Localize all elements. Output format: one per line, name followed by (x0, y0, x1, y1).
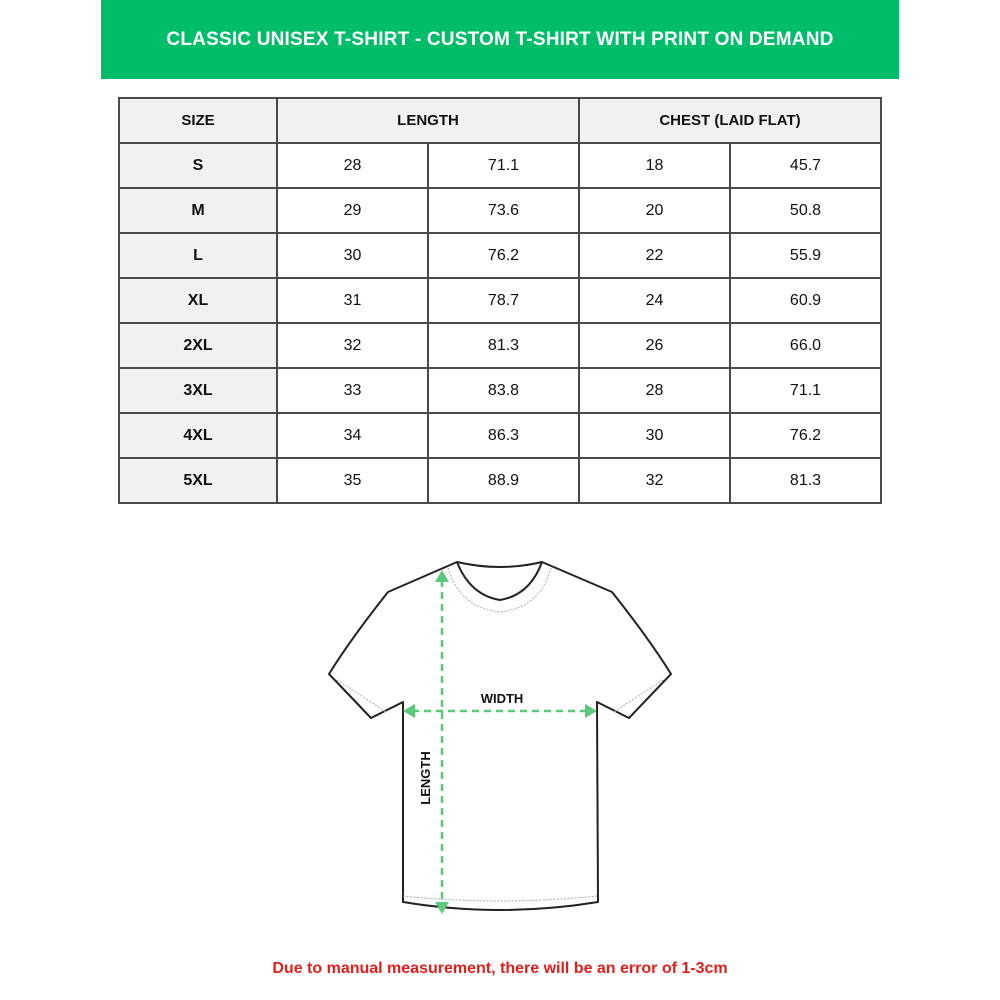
table-row: 4XL 34 86.3 30 76.2 (118, 412, 882, 459)
length-cm-cell: 76.2 (427, 232, 580, 279)
length-in-cell: 29 (276, 187, 429, 234)
table-row: 2XL 32 81.3 26 66.0 (118, 322, 882, 369)
length-in-cell: 32 (276, 322, 429, 369)
chest-in-cell: 32 (578, 457, 731, 504)
size-chart-table: SIZE LENGTH CHEST (LAID FLAT) S 28 71.1 18 4… (118, 97, 882, 504)
table-row: L 30 76.2 22 55.9 (118, 232, 882, 279)
length-in-cell: 35 (276, 457, 429, 504)
chest-cm-cell: 81.3 (729, 457, 882, 504)
chest-in-cell: 22 (578, 232, 731, 279)
length-cm-cell: 71.1 (427, 142, 580, 189)
page-title: CLASSIC UNISEX T-SHIRT - CUSTOM T-SHIRT … (166, 28, 834, 50)
arrow-left-icon (403, 704, 415, 718)
header-size: SIZE (118, 97, 278, 144)
chest-in-cell: 28 (578, 367, 731, 414)
length-cm-cell: 88.9 (427, 457, 580, 504)
length-in-cell: 30 (276, 232, 429, 279)
chest-in-cell: 18 (578, 142, 731, 189)
length-cm-cell: 81.3 (427, 322, 580, 369)
chest-cm-cell: 60.9 (729, 277, 882, 324)
length-cm-cell: 83.8 (427, 367, 580, 414)
arrow-up-icon (435, 570, 449, 582)
length-label: LENGTH (418, 751, 433, 804)
length-cm-cell: 73.6 (427, 187, 580, 234)
measure-arrows (412, 580, 590, 905)
size-cell: XL (118, 277, 278, 324)
table-row: XL 31 78.7 24 60.9 (118, 277, 882, 324)
size-cell: 4XL (118, 412, 278, 459)
table-row: S 28 71.1 18 45.7 (118, 142, 882, 189)
header-length: LENGTH (276, 97, 580, 144)
chest-cm-cell: 71.1 (729, 367, 882, 414)
header-chest: CHEST (LAID FLAT) (578, 97, 882, 144)
chest-cm-cell: 45.7 (729, 142, 882, 189)
chest-cm-cell: 66.0 (729, 322, 882, 369)
size-cell: L (118, 232, 278, 279)
length-in-cell: 33 (276, 367, 429, 414)
chest-cm-cell: 50.8 (729, 187, 882, 234)
tshirt-outline (328, 561, 672, 911)
size-cell: M (118, 187, 278, 234)
length-cm-cell: 78.7 (427, 277, 580, 324)
measurement-note: Due to manual measurement, there will be… (272, 960, 728, 977)
chest-in-cell: 30 (578, 412, 731, 459)
table-row: M 29 73.6 20 50.8 (118, 187, 882, 234)
arrow-right-icon (585, 704, 597, 718)
tshirt-diagram: WIDTH LENGTH (328, 561, 672, 914)
length-in-cell: 31 (276, 277, 429, 324)
length-in-cell: 28 (276, 142, 429, 189)
length-cm-cell: 86.3 (427, 412, 580, 459)
table-row: 3XL 33 83.8 28 71.1 (118, 367, 882, 414)
chest-in-cell: 24 (578, 277, 731, 324)
table-row: 5XL 35 88.9 32 81.3 (118, 457, 882, 504)
size-cell: 5XL (118, 457, 278, 504)
width-label: WIDTH (481, 691, 524, 706)
arrow-down-icon (435, 902, 449, 914)
size-cell: 3XL (118, 367, 278, 414)
chest-cm-cell: 55.9 (729, 232, 882, 279)
length-in-cell: 34 (276, 412, 429, 459)
chest-in-cell: 20 (578, 187, 731, 234)
chest-in-cell: 26 (578, 322, 731, 369)
size-cell: S (118, 142, 278, 189)
table-header-row: SIZE LENGTH CHEST (LAID FLAT) (118, 97, 882, 144)
size-cell: 2XL (118, 322, 278, 369)
title-banner: CLASSIC UNISEX T-SHIRT - CUSTOM T-SHIRT … (101, 0, 899, 79)
chest-cm-cell: 76.2 (729, 412, 882, 459)
